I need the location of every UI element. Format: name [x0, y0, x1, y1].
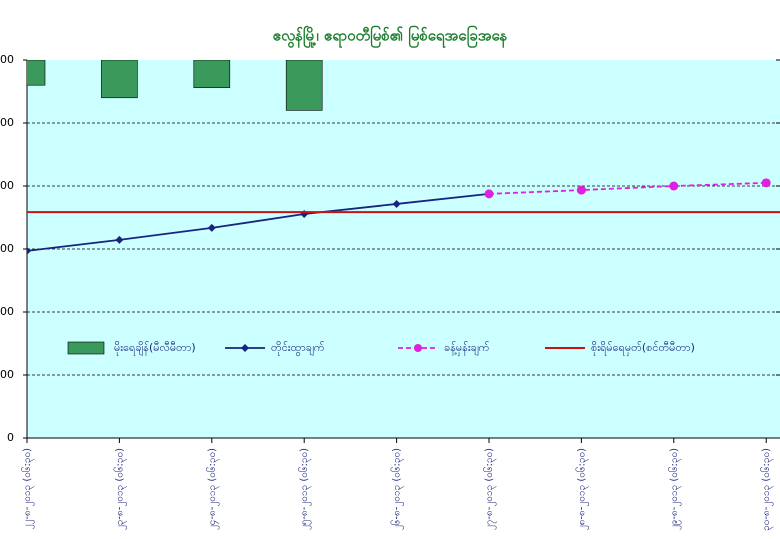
y-tick-label: 200 [0, 368, 14, 381]
series-line [27, 192, 490, 252]
x-tick-label: ၂၇-၈-၂၀၁၃ (၀၆:၃၀) [482, 448, 497, 530]
x-tick-label: ၂၆-၈-၂၀၁၃ (၀၆:၃၀) [390, 448, 405, 530]
marker [115, 235, 124, 244]
legend-marker [414, 344, 422, 352]
y-tick-label: 1200 [0, 53, 14, 66]
y-tick-label: 800 [0, 179, 14, 192]
x-tick-label: ၂၈-၈-၂၀၁၃ (၀၆:၃၀) [574, 448, 589, 530]
x-tick-label: ၂၄-၈-၂၀၁၃ (၀၆:၃၀) [205, 448, 220, 530]
rain-bar [101, 60, 138, 99]
marker [484, 189, 494, 199]
marker [576, 185, 586, 195]
marker [207, 223, 216, 232]
series-line [488, 181, 767, 195]
y-tick-label: 400 [0, 305, 14, 318]
y-tick-label: 0 [7, 431, 14, 444]
x-tick-label: ၂၉-၈-၂၀၁၃ (၀၆:၃၀) [667, 448, 682, 530]
rain-bar [193, 60, 231, 89]
x-tick-label: ၃၀-၈-၂၀၁၃ (၀၆:၃၀) [759, 448, 774, 531]
marker [761, 178, 771, 188]
marker [669, 181, 679, 191]
legend-label: မိုးရေချိန်(မီလီမီတာ) [114, 341, 196, 356]
legend-label: ခန့်မှန်းချက် [444, 341, 490, 356]
legend-swatch [67, 341, 105, 355]
legend-label: စိုးရိမ်ရေမှတ်(စင်တီမီတာ) [591, 341, 695, 356]
marker [392, 199, 401, 208]
rain-bar [285, 60, 323, 111]
plot-clip [27, 60, 771, 255]
marker [27, 246, 31, 255]
rain-bar [27, 60, 46, 86]
y-tick-label: 1000 [0, 116, 14, 129]
x-tick-label: ၂၃-၈-၂၀၁၃ (၀၆:၃၀) [112, 448, 127, 530]
y-tick-label: 600 [0, 242, 14, 255]
legend-marker [241, 344, 249, 352]
legend-label: တိုင်းထွာချက် [271, 341, 325, 356]
x-tick-label: ၂၅-၈-၂၀၁၃ (၀၆:၃၀) [297, 448, 312, 530]
x-tick-label: ၂၂-၈-၂၀၁၃ (၀၆:၃၀) [20, 448, 35, 529]
